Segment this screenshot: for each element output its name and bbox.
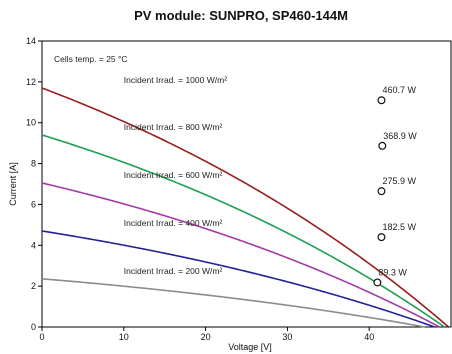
iv-curve-line	[41, 230, 435, 328]
max-power-label: 460.7 W	[382, 85, 416, 95]
max-power-point	[378, 141, 387, 150]
max-power-label: 89.3 W	[378, 267, 407, 277]
max-power-point	[377, 187, 386, 196]
plot-area-frame	[41, 40, 452, 328]
max-power-label: 275.9 W	[382, 176, 416, 186]
y-axis-ticks: 0 2 4 6 8 10 12 14	[26, 36, 42, 332]
max-power-point	[377, 233, 386, 242]
y-tick-label: 6	[31, 199, 36, 209]
max-power-point	[373, 278, 382, 287]
series-0: Incident Irrad. = 1000 W/m² 460.7 W	[41, 75, 450, 328]
y-tick-label: 2	[31, 281, 36, 291]
series-4: Incident Irrad. = 200 W/m² 89.3 W	[41, 266, 425, 328]
y-tick-label: 4	[31, 240, 36, 250]
y-tick-label: 14	[26, 36, 36, 46]
max-power-label: 182.5 W	[382, 222, 416, 232]
series-3: Incident Irrad. = 400 W/m² 182.5 W	[41, 218, 435, 328]
iv-curve-line	[41, 87, 450, 328]
y-tick-label: 10	[26, 118, 36, 128]
x-tick-label: 0	[39, 332, 44, 342]
x-tick-label: 10	[119, 332, 129, 342]
iv-curve-line	[41, 277, 425, 328]
series-label: Incident Irrad. = 600 W/m²	[124, 170, 223, 180]
chart-title: PV module: SUNPRO, SP460-144M	[134, 8, 348, 23]
series-label: Incident Irrad. = 1000 W/m²	[124, 75, 227, 85]
x-tick-label: 20	[201, 332, 211, 342]
series-label: Incident Irrad. = 200 W/m²	[124, 266, 223, 276]
iv-curve-line	[41, 182, 440, 328]
series-label: Incident Irrad. = 800 W/m²	[124, 122, 223, 132]
x-tick-label: 30	[282, 332, 292, 342]
series-label: Incident Irrad. = 400 W/m²	[124, 218, 223, 228]
series-2: Incident Irrad. = 600 W/m² 275.9 W	[41, 170, 440, 328]
y-tick-label: 0	[31, 322, 36, 332]
max-power-label: 368.9 W	[383, 131, 417, 141]
y-tick-label: 12	[26, 77, 36, 87]
x-axis-ticks: 0 10 20 30 40	[39, 327, 374, 342]
max-power-point	[377, 96, 386, 105]
x-axis-label: Voltage [V]	[228, 342, 272, 352]
cell-temperature-annotation: Cells temp. = 25 °C	[54, 54, 128, 64]
x-tick-label: 40	[364, 332, 374, 342]
y-tick-label: 8	[31, 159, 36, 169]
y-axis-label: Current [A]	[8, 162, 18, 206]
